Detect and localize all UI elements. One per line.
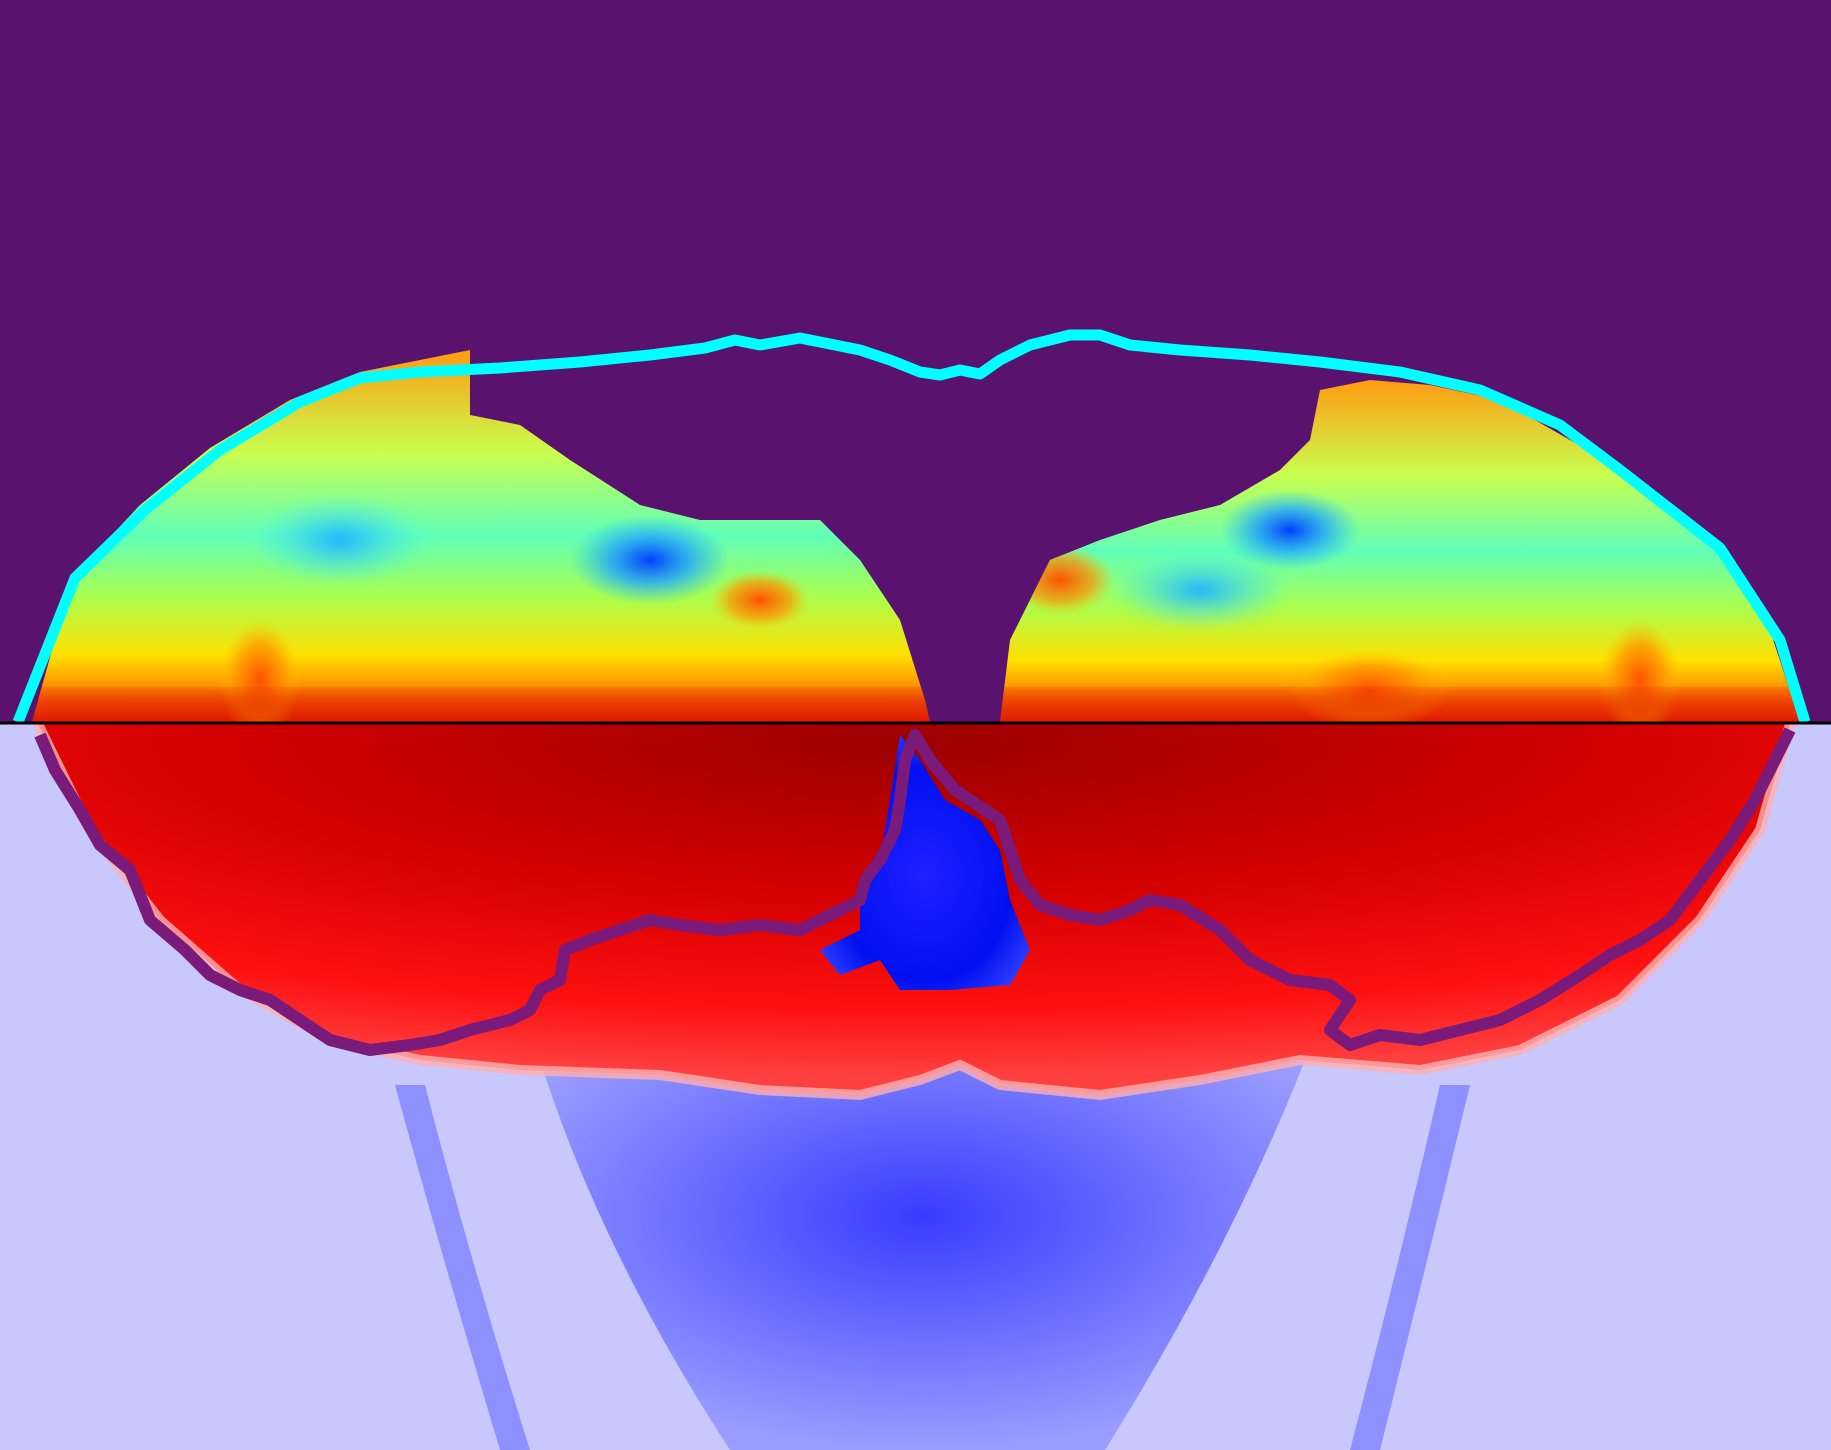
right-streak — [1350, 1085, 1470, 1450]
inner-contour — [34, 727, 1796, 1056]
right-upper-lobe — [1000, 380, 1800, 722]
lower-density-field — [33, 721, 1796, 1450]
left-streak — [395, 1085, 530, 1450]
upper-velocity-field — [32, 350, 1800, 722]
shock-front-contour — [12, 329, 1811, 725]
central-bowl — [540, 1060, 1305, 1450]
central-core — [820, 735, 1030, 990]
